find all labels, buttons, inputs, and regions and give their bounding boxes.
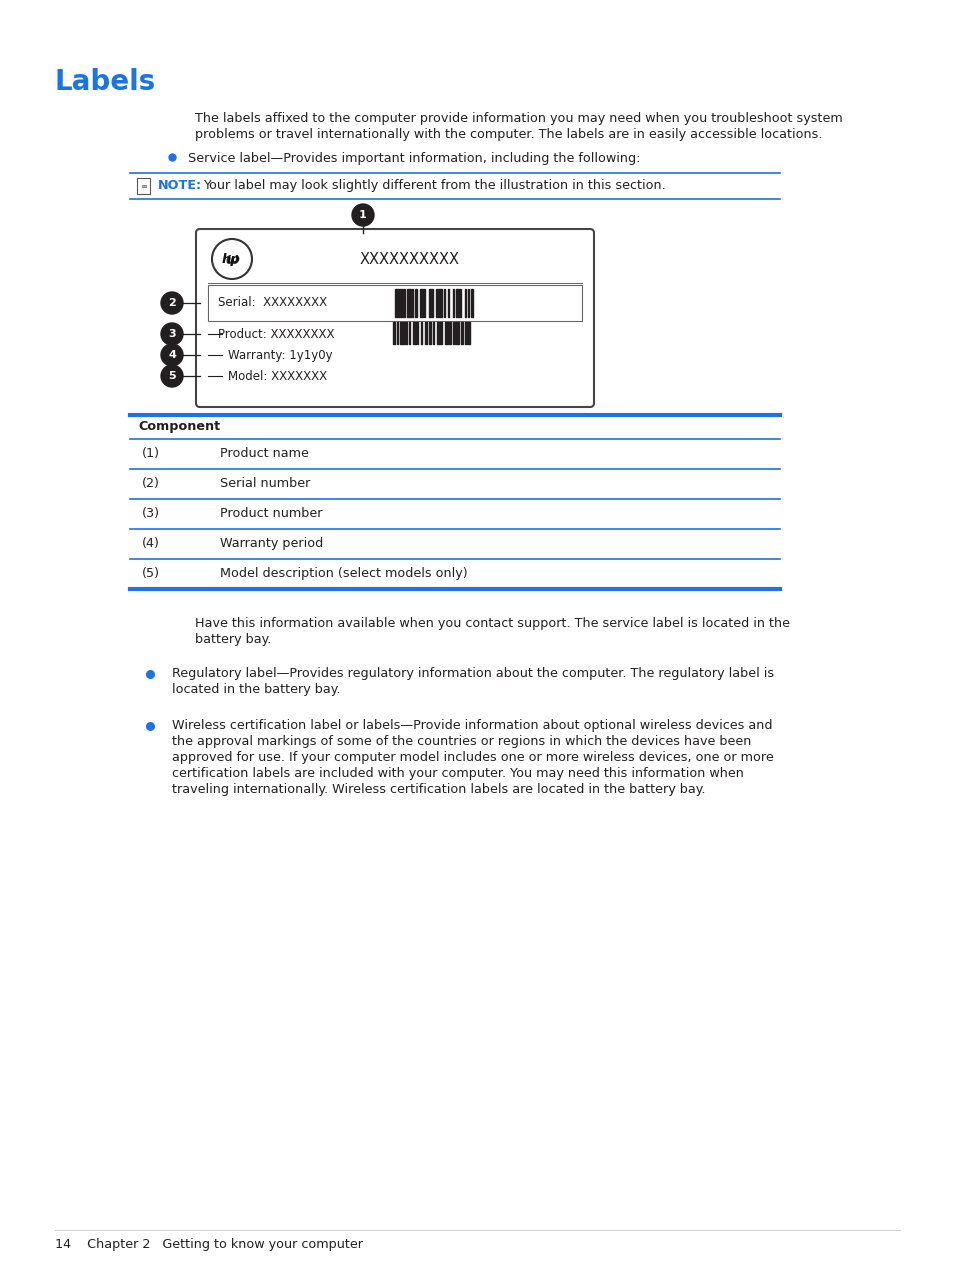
Text: Wireless certification label or labels—Provide information about optional wirele: Wireless certification label or labels—P… [172,719,772,732]
Text: Component: Component [138,420,220,433]
FancyBboxPatch shape [195,229,594,406]
Text: Warranty period: Warranty period [220,537,323,550]
Text: problems or travel internationally with the computer. The labels are in easily a: problems or travel internationally with … [194,128,821,141]
Text: NOTE:: NOTE: [158,179,202,192]
Text: Product: XXXXXXXX: Product: XXXXXXXX [218,328,335,340]
Text: XXXXXXXXXX: XXXXXXXXXX [359,251,459,267]
Bar [137,178,150,194]
Circle shape [161,364,183,387]
Text: hp: hp [221,254,240,267]
Text: 2: 2 [168,298,175,309]
Text: Service label—Provides important information, including the following:: Service label—Provides important informa… [188,152,639,165]
Text: 14    Chapter 2   Getting to know your computer: 14 Chapter 2 Getting to know your comput… [55,1238,363,1251]
Circle shape [161,344,183,366]
Text: Serial number: Serial number [220,478,310,490]
Text: Product name: Product name [220,447,309,460]
Text: the approval markings of some of the countries or regions in which the devices h: the approval markings of some of the cou… [172,735,751,748]
Circle shape [161,323,183,345]
Text: Model description (select models only): Model description (select models only) [220,566,467,580]
Circle shape [352,204,374,226]
Circle shape [212,239,252,279]
Text: 5: 5 [168,371,175,381]
Text: approved for use. If your computer model includes one or more wireless devices, : approved for use. If your computer model… [172,751,773,765]
Text: Your label may look slightly different from the illustration in this section.: Your label may look slightly different f… [203,179,665,192]
Text: The labels affixed to the computer provide information you may need when you tro: The labels affixed to the computer provi… [194,112,841,124]
Text: traveling internationally. Wireless certification labels are located in the batt: traveling internationally. Wireless cert… [172,784,705,796]
Text: ≡: ≡ [140,182,147,190]
Text: ω: ω [225,251,238,267]
Text: 1: 1 [358,210,367,220]
Text: Serial:  XXXXXXXX: Serial: XXXXXXXX [218,296,327,310]
Text: Product number: Product number [220,507,322,519]
Text: Labels: Labels [55,69,156,97]
Text: 4: 4 [168,351,175,359]
Text: battery bay.: battery bay. [194,632,271,646]
Circle shape [161,292,183,314]
Text: (2): (2) [142,478,160,490]
Text: (5): (5) [142,566,160,580]
Bar [208,284,581,321]
Text: 3: 3 [168,329,175,339]
Text: Model: XXXXXXX: Model: XXXXXXX [228,370,327,382]
Text: located in the battery bay.: located in the battery bay. [172,683,340,696]
Text: (4): (4) [142,537,160,550]
Text: Regulatory label—Provides regulatory information about the computer. The regulat: Regulatory label—Provides regulatory inf… [172,667,773,679]
Text: (1): (1) [142,447,160,460]
Text: certification labels are included with your computer. You may need this informat: certification labels are included with y… [172,767,743,780]
Text: Have this information available when you contact support. The service label is l: Have this information available when you… [194,617,789,630]
Text: Warranty: 1y1y0y: Warranty: 1y1y0y [228,348,333,362]
Text: (3): (3) [142,507,160,519]
